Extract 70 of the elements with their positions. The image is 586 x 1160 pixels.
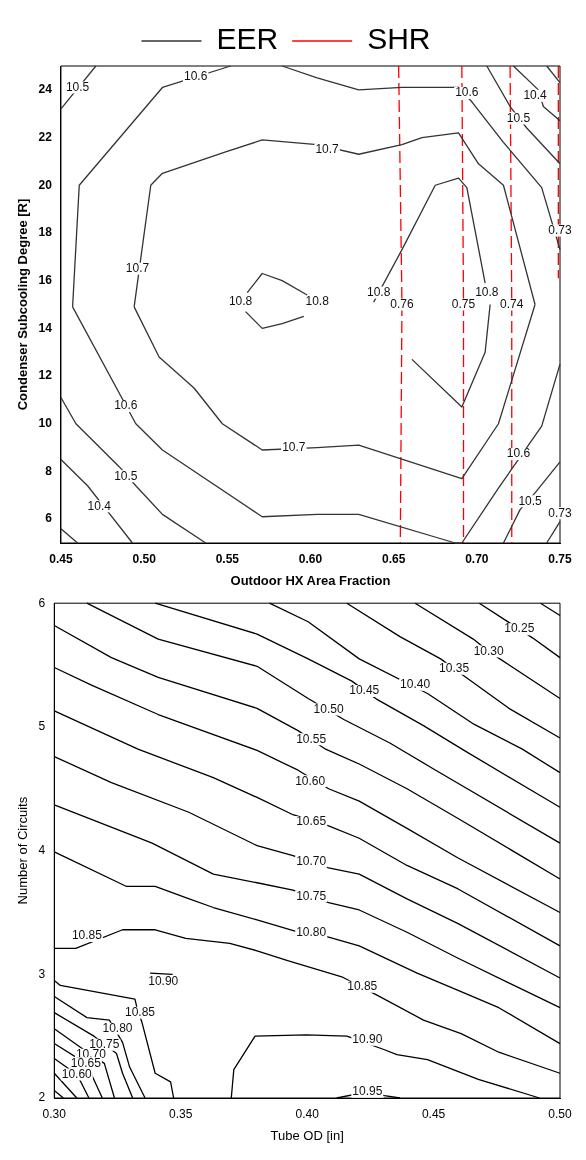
annotation: 10.7: [125, 261, 150, 276]
annotation: 10.4: [523, 88, 548, 103]
x-tick-label: 0.60: [298, 551, 323, 566]
x-tick-label: 0.45: [49, 551, 73, 566]
y-tick-label: 5: [38, 719, 46, 734]
annotation: 10.6: [184, 69, 208, 84]
annotation: 10.80: [296, 924, 327, 939]
legend-label: EER: [216, 22, 279, 56]
y-tick-label: 14: [38, 320, 53, 335]
annotation: 10.8: [305, 294, 330, 309]
annotation: 10.4: [87, 498, 112, 513]
y-tick-label: 12: [38, 368, 53, 383]
annotation: 10.5: [65, 79, 90, 94]
y-tick-label: 18: [38, 225, 53, 240]
y-tick-label: 20: [38, 177, 53, 192]
annotation: 10.6: [506, 446, 531, 461]
y-tick-label: 6: [45, 511, 53, 526]
annotation: 10.90: [352, 1032, 383, 1047]
y-tick-label: 16: [38, 272, 53, 287]
x-tick-label: 0.70: [465, 551, 489, 566]
x-tick-label: 0.50: [548, 1106, 572, 1121]
annotation: 0.73: [548, 505, 572, 520]
x-tick-label: 0.75: [548, 551, 572, 566]
x-tick-label: 0.65: [381, 551, 406, 566]
x-tick-label: 0.50: [132, 551, 157, 566]
x-tick-label: 0.35: [169, 1106, 193, 1121]
annotation: 10.8: [475, 284, 499, 299]
annotation: 10.70: [296, 854, 327, 869]
y-tick-label: 10: [38, 416, 53, 431]
annotation: 0.76: [390, 296, 414, 311]
x-tick-label: 0.55: [215, 551, 240, 566]
x-tick-label: 0.45: [421, 1106, 446, 1121]
annotation: 10.45: [349, 683, 380, 698]
annotation: 10.8: [228, 294, 253, 309]
y-tick-label: 24: [38, 82, 53, 97]
y-axis-title: Condenser Subcooling Degree [R]: [15, 198, 31, 411]
annotation: 10.40: [400, 677, 431, 692]
annotation: 10.8: [367, 284, 391, 299]
y-axis-title: Number of Circuits: [15, 796, 31, 905]
annotation: 0.73: [548, 222, 572, 237]
y-tick-label: 6: [38, 595, 46, 610]
annotation: 10.7: [282, 439, 306, 454]
y-tick-label: 2: [38, 1090, 46, 1105]
x-tick-label: 0.40: [295, 1106, 320, 1121]
y-tick-label: 22: [38, 129, 53, 144]
y-tick-label: 4: [38, 842, 46, 857]
annotation: 10.5: [114, 468, 138, 483]
annotation: 10.60: [295, 773, 326, 788]
annotation: 10.50: [313, 701, 344, 716]
annotation: 10.85: [347, 978, 378, 993]
annotation: 10.5: [506, 110, 531, 125]
y-tick-label: 8: [45, 463, 53, 478]
annotation: 10.90: [148, 974, 179, 989]
annotation: 10.7: [315, 141, 340, 156]
x-tick-label: 0.30: [42, 1106, 67, 1121]
annotation: 10.65: [296, 814, 327, 829]
x-axis-title: Outdoor HX Area Fraction: [230, 572, 391, 588]
annotation: 0.75: [451, 296, 476, 311]
annotation: 10.80: [102, 1021, 133, 1036]
y-tick-label: 3: [38, 966, 46, 981]
annotation: 10.5: [518, 493, 543, 508]
annotation: 0.74: [500, 296, 524, 311]
x-axis-title: Tube OD [in]: [270, 1127, 344, 1143]
legend-label: SHR: [367, 22, 431, 56]
annotation: 10.85: [71, 928, 103, 943]
annotation: 10.6: [114, 398, 138, 413]
annotation: 10.55: [296, 731, 327, 746]
annotation: 10.85: [124, 1004, 156, 1019]
annotation: 10.6: [455, 85, 479, 100]
annotation: 10.75: [296, 888, 327, 903]
